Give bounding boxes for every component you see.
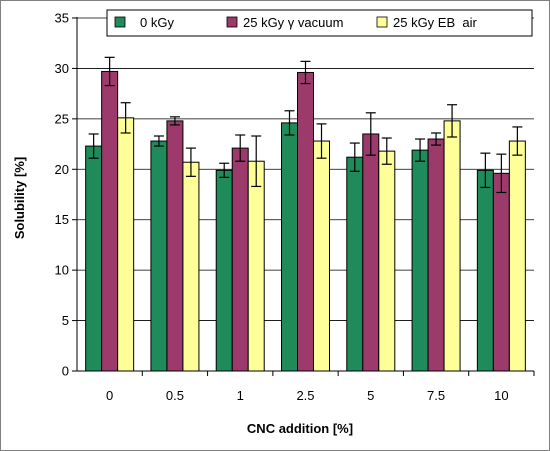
x-tick-label: 7.5 <box>427 388 445 403</box>
x-tick-label: 1 <box>237 388 244 403</box>
legend-label-0kgy: 0 kGy <box>140 15 174 30</box>
y-tick-label: 25 <box>55 111 69 126</box>
y-axis-title: Solubility [%] <box>12 157 27 239</box>
y-tick-label: 10 <box>55 263 69 278</box>
x-tick-label: 5 <box>367 388 374 403</box>
axes: 0 5 10 15 20 25 30 35 0 0.5 1 2.5 5 7.5 10 <box>55 11 535 403</box>
y-tick-label: 15 <box>55 212 69 227</box>
x-tick-label: 10 <box>494 388 508 403</box>
bar <box>476 169 494 372</box>
x-tick-label: 2.5 <box>296 388 314 403</box>
legend-swatch-25kgy-eb <box>376 16 388 28</box>
bar <box>101 70 119 372</box>
bar <box>492 172 510 372</box>
y-tick-label: 5 <box>62 313 69 328</box>
bar <box>411 149 429 372</box>
y-tick-label: 30 <box>55 61 69 76</box>
legend-swatch-25kgy-gamma <box>226 16 238 28</box>
bar <box>297 71 314 372</box>
bars <box>85 56 526 372</box>
x-axis-title: CNC addition [%] <box>247 421 353 436</box>
x-tick-label: 0.5 <box>166 388 184 403</box>
bar <box>362 133 380 372</box>
y-tick-label: 20 <box>55 162 69 177</box>
bar <box>443 120 461 372</box>
bar <box>215 169 233 372</box>
bar <box>150 140 168 372</box>
bar <box>231 147 249 372</box>
bar <box>247 160 265 372</box>
bar <box>378 150 396 372</box>
bar <box>313 140 330 372</box>
bar <box>182 161 200 372</box>
bar <box>85 145 103 372</box>
y-tick-label: 0 <box>62 364 69 379</box>
legend-box <box>106 9 533 37</box>
legend-label-25kgy-gamma: 25 kGy γ vacuum <box>243 15 343 30</box>
legend-swatch-0kgy <box>114 16 126 28</box>
bar <box>508 140 526 372</box>
bar <box>427 138 445 372</box>
bar <box>346 156 364 372</box>
bar <box>281 122 298 372</box>
legend: 0 kGy 25 kGy γ vacuum 25 kGy EB air <box>106 9 533 37</box>
x-tick-label: 0 <box>106 388 113 403</box>
y-tick-label: 35 <box>55 11 69 26</box>
legend-label-25kgy-eb: 25 kGy EB air <box>393 15 477 30</box>
bar <box>117 117 135 372</box>
bar <box>166 120 184 372</box>
